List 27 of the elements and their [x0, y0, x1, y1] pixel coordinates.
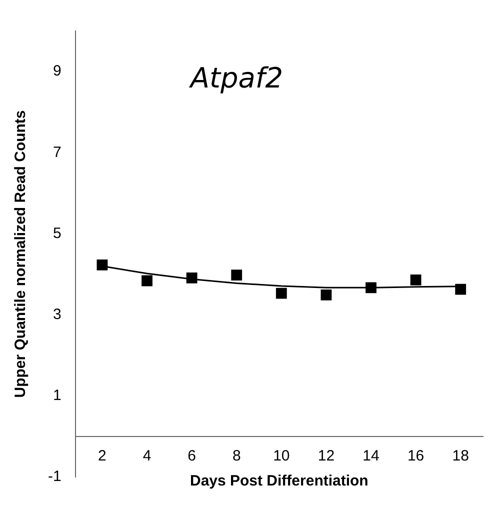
- x-tick-label: 6: [188, 448, 196, 465]
- x-tick-label: 18: [452, 448, 469, 465]
- point: [276, 288, 287, 299]
- y-tick-label: 7: [52, 144, 62, 161]
- x-tick-label: 16: [407, 448, 424, 465]
- point: [96, 260, 108, 270]
- x-tick-label: 4: [142, 448, 152, 465]
- point: [410, 274, 422, 286]
- point: [231, 270, 242, 281]
- y-tick-label: 1: [52, 387, 62, 404]
- point: [366, 282, 376, 294]
- y-tick-label: 5: [52, 224, 62, 242]
- y-tick-label: -1: [48, 468, 62, 486]
- x-tick-label: 10: [273, 448, 290, 465]
- text: Atpaf2: [188, 61, 284, 94]
- y-axis-title: Upper Quantile normalized Read Counts: [12, 110, 30, 398]
- x-tick-label: 8: [232, 448, 241, 465]
- point: [142, 275, 152, 286]
- x-tick-label: 2: [98, 448, 106, 465]
- x-tick-label: 14: [362, 448, 380, 465]
- point: [455, 284, 466, 295]
- x-axis-title: Days Post Differentiation: [190, 472, 368, 490]
- y-tick-label: 9: [52, 62, 62, 80]
- y-tick-label: 3: [52, 306, 62, 323]
- point: [320, 290, 332, 300]
- x-tick-label: 12: [318, 448, 335, 465]
- point: [186, 272, 198, 284]
